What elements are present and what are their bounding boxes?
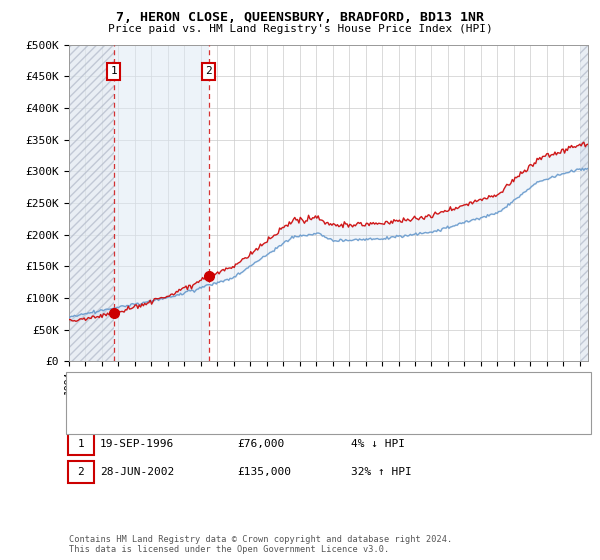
Text: 1: 1 xyxy=(110,67,117,76)
Text: 7, HERON CLOSE, QUEENSBURY, BRADFORD, BD13 1NR (detached house): 7, HERON CLOSE, QUEENSBURY, BRADFORD, BD… xyxy=(123,386,485,395)
Bar xyxy=(202,63,215,80)
Text: Contains HM Land Registry data © Crown copyright and database right 2024.
This d: Contains HM Land Registry data © Crown c… xyxy=(69,535,452,554)
Text: 4% ↓ HPI: 4% ↓ HPI xyxy=(351,439,405,449)
Text: 2: 2 xyxy=(77,467,85,477)
Text: 1: 1 xyxy=(77,439,85,449)
Text: £76,000: £76,000 xyxy=(237,439,284,449)
Text: 19-SEP-1996: 19-SEP-1996 xyxy=(100,439,175,449)
Text: HPI: Average price, detached house, Bradford: HPI: Average price, detached house, Brad… xyxy=(123,412,376,421)
Bar xyxy=(580,45,588,361)
Text: £135,000: £135,000 xyxy=(237,467,291,477)
Text: Price paid vs. HM Land Registry's House Price Index (HPI): Price paid vs. HM Land Registry's House … xyxy=(107,24,493,34)
Text: 28-JUN-2002: 28-JUN-2002 xyxy=(100,467,175,477)
Text: 32% ↑ HPI: 32% ↑ HPI xyxy=(351,467,412,477)
Text: 2: 2 xyxy=(206,67,212,76)
Bar xyxy=(69,45,114,361)
Text: 7, HERON CLOSE, QUEENSBURY, BRADFORD, BD13 1NR: 7, HERON CLOSE, QUEENSBURY, BRADFORD, BD… xyxy=(116,11,484,24)
Bar xyxy=(107,63,121,80)
Bar xyxy=(114,45,209,361)
